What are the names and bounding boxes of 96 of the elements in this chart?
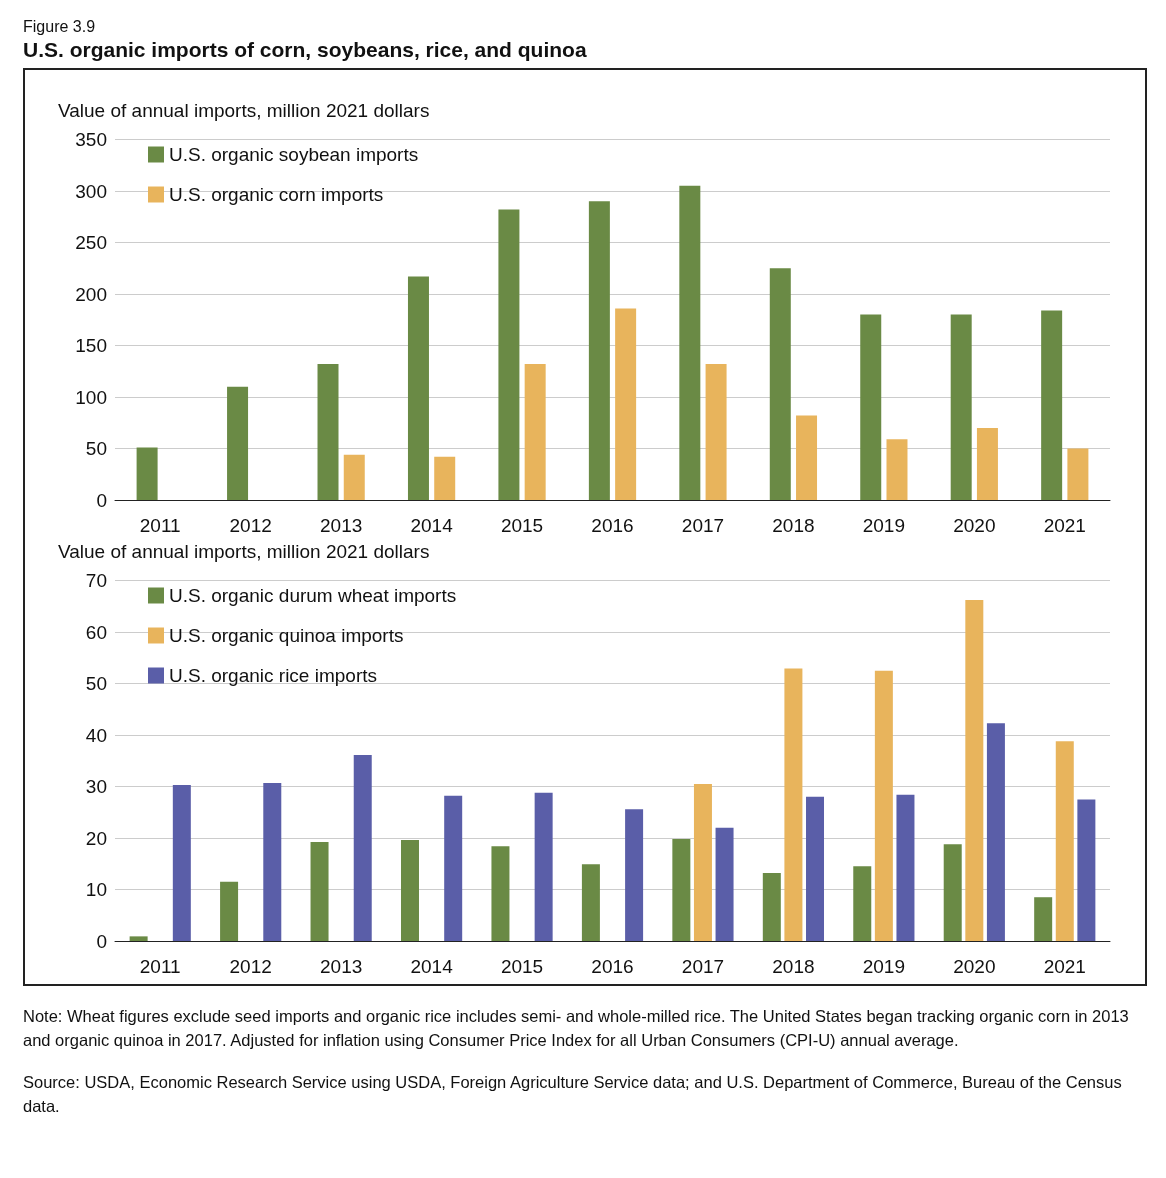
y-tick-label: 60: [85, 621, 107, 643]
x-tick-label: 2021: [1043, 515, 1086, 536]
x-tick-label: 2016: [591, 956, 634, 977]
x-tick-label: 2018: [772, 956, 815, 977]
bar: [1034, 897, 1053, 941]
bar: [886, 439, 908, 500]
y-tick-label: 20: [85, 827, 107, 849]
y-axis-title: Value of annual imports, million 2021 dollars: [58, 100, 430, 122]
x-tick-label: 2015: [500, 956, 544, 977]
x-tick-label: 2017: [681, 956, 725, 977]
bar: [715, 827, 734, 941]
x-tick-label: 2020: [953, 956, 996, 977]
bar: [806, 796, 825, 941]
bar: [705, 364, 727, 500]
bar: [615, 308, 637, 500]
bar: [986, 723, 1005, 941]
x-tick-label: 2021: [1043, 956, 1086, 977]
bar: [581, 864, 600, 941]
y-tick-label: 100: [75, 386, 107, 408]
text: Note: Wheat figures exclude seed imports and organic rice includes semi- and whole-milled rice. The United States began tracking organic corn in 2013 and organic quinoa in 2017. Adjusted for inflation using Consumer Price Index for all Urban Consumers (CPI-U) annual average.: [23, 1006, 1130, 1051]
y-tick-label: 30: [85, 776, 107, 797]
bar: [679, 185, 701, 500]
bar: [407, 276, 429, 500]
y-axis-title: Value of annual imports, million 2021 dollars: [58, 541, 430, 563]
y-tick-label: 200: [75, 283, 107, 305]
bar: [400, 840, 419, 941]
y-tick-label: 50: [85, 438, 107, 459]
x-tick-label: 2011: [139, 956, 181, 977]
bar: [672, 839, 691, 941]
legend-label: U.S. organic rice imports: [169, 665, 378, 686]
chart-title: U.S. organic imports of corn, soybeans, rice, and quinoa: [23, 38, 588, 62]
bar: [796, 415, 818, 500]
y-tick-label: 0: [96, 930, 107, 952]
y-tick-label: 50: [85, 673, 107, 694]
bar: [1055, 741, 1074, 941]
bar: [693, 783, 712, 941]
bar: [976, 427, 998, 500]
bar: [434, 456, 456, 500]
x-tick-label: 2015: [500, 515, 544, 536]
y-tick-label: 300: [75, 180, 107, 202]
legend-label: U.S. organic quinoa imports: [169, 625, 404, 646]
y-tick-label: 0: [96, 489, 107, 511]
bar: [625, 809, 644, 941]
bar: [310, 842, 329, 941]
y-tick-label: 10: [85, 879, 107, 900]
bar: [762, 873, 781, 941]
x-tick-label: 2019: [862, 956, 905, 977]
bar: [317, 364, 339, 500]
bar: [1077, 799, 1096, 941]
bar: [588, 201, 610, 500]
bar: [896, 794, 915, 941]
x-tick-label: 2012: [229, 515, 272, 536]
bar: [220, 881, 239, 941]
x-tick-label: 2012: [229, 956, 272, 977]
bar: [950, 314, 972, 500]
x-tick-label: 2014: [410, 515, 454, 536]
bar: [129, 936, 148, 941]
bar: [534, 792, 553, 941]
bar: [943, 844, 962, 941]
bar: [874, 670, 893, 941]
source-note: Source: USDA, Economic Research Service using USDA, Foreign Agriculture Service data; and U.S. Department of Commerce, Bureau of the Census data.: [23, 1072, 1123, 1117]
bar: [136, 447, 158, 500]
bar: [227, 386, 249, 500]
y-tick-label: 70: [85, 570, 107, 591]
x-tick-label: 2019: [862, 515, 905, 536]
bar: [965, 600, 984, 941]
y-tick-label: 250: [75, 232, 107, 253]
y-tick-label: 150: [75, 335, 107, 356]
legend-label: U.S. organic soybean imports: [169, 144, 419, 165]
bar: [860, 314, 882, 500]
chart-subtitle: Figure 3.9: [23, 18, 97, 36]
bar: [1041, 310, 1063, 500]
bar: [172, 784, 191, 941]
bar: [784, 668, 803, 941]
x-tick-label: 2014: [410, 956, 454, 977]
x-tick-label: 2017: [681, 515, 725, 536]
x-tick-label: 2013: [320, 515, 363, 536]
bar: [444, 795, 463, 941]
bar: [1067, 448, 1089, 500]
y-tick-label: 350: [75, 129, 107, 150]
x-tick-label: 2016: [591, 515, 634, 536]
bar: [263, 782, 282, 941]
bar: [343, 454, 365, 500]
legend-label: U.S. organic corn imports: [169, 184, 384, 205]
x-tick-label: 2013: [320, 956, 363, 977]
bar: [353, 755, 372, 941]
bar: [491, 846, 510, 941]
bar: [769, 268, 791, 500]
bar: [498, 209, 520, 500]
bar: [853, 866, 872, 941]
bar: [524, 364, 546, 500]
y-tick-label: 40: [85, 724, 107, 746]
legend-label: U.S. organic durum wheat imports: [169, 585, 457, 606]
x-tick-label: 2011: [139, 515, 181, 536]
x-tick-label: 2018: [772, 515, 815, 536]
x-tick-label: 2020: [953, 515, 996, 536]
